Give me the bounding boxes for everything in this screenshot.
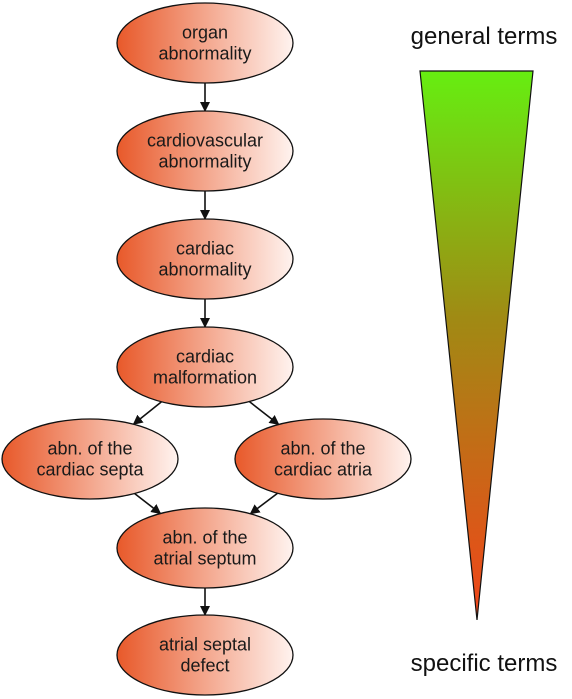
- general-terms-label: general terms: [411, 23, 558, 50]
- specificity-gradient-wedge: [419, 70, 534, 621]
- node-label-line: organ: [182, 23, 228, 43]
- node-label-line: abn. of the: [47, 439, 132, 459]
- node-ellipse: [116, 218, 294, 300]
- edge-cardiac-malformation-to-abn-cardiac-septa: [132, 401, 163, 425]
- node-label-line: defect: [180, 656, 229, 676]
- node-ellipse: [116, 2, 294, 84]
- node-label-line: abnormality: [158, 152, 251, 172]
- node-ellipse: [116, 507, 294, 589]
- node-ellipse: [234, 418, 412, 500]
- node-label-line: abn. of the: [162, 528, 247, 548]
- node-label-line: atrial septal: [159, 635, 251, 655]
- node-label-line: cardiac atria: [274, 460, 373, 480]
- node-label-line: abnormality: [158, 44, 251, 64]
- node-label-line: atrial septum: [153, 549, 256, 569]
- node-label-line: abn. of the: [280, 439, 365, 459]
- node-label-line: cardiac: [176, 239, 234, 259]
- edges: [132, 83, 280, 616]
- node-label-line: cardiovascular: [147, 131, 263, 151]
- specific-terms-label: specific terms: [411, 650, 558, 677]
- node-ellipse: [116, 110, 294, 192]
- edge-cardiac-malformation-to-abn-cardiac-atria: [248, 400, 280, 426]
- node-ellipse: [116, 326, 294, 408]
- node-label-line: abnormality: [158, 260, 251, 280]
- node-ellipse: [116, 614, 294, 696]
- node-label-line: cardiac: [176, 347, 234, 367]
- node-label-line: cardiac septa: [36, 460, 144, 480]
- node-label-line: malformation: [153, 368, 257, 388]
- node-ellipse: [1, 418, 179, 500]
- nodes: organabnormalitycardiovascularabnormalit…: [1, 2, 412, 696]
- edge-abn-cardiac-atria-to-abn-atrial-septum: [249, 492, 279, 515]
- edge-abn-cardiac-septa-to-abn-atrial-septum: [134, 492, 162, 515]
